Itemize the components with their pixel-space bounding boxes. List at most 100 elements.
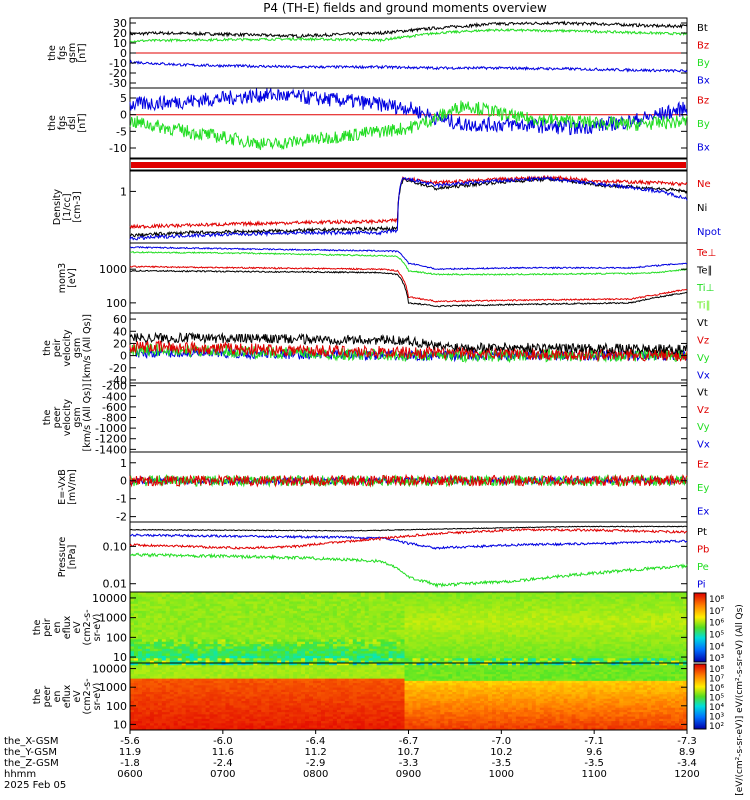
spectrogram-cell xyxy=(141,625,147,628)
spectrogram-cell xyxy=(185,694,191,697)
spectrogram-cell xyxy=(153,692,159,695)
spectrogram-cell xyxy=(245,592,250,595)
spectrogram-cell xyxy=(229,613,234,617)
spectrogram-cell xyxy=(209,644,215,647)
spectrogram-cell xyxy=(579,634,585,638)
spectrogram-cell xyxy=(305,634,310,638)
spectrogram-cell xyxy=(249,608,254,612)
spectrogram-cell xyxy=(137,714,143,718)
spectrogram-cell xyxy=(309,620,314,624)
spectrogram-cell xyxy=(137,627,143,631)
spectrogram-cell xyxy=(165,689,171,693)
y-tick-label: -2 xyxy=(116,511,127,524)
spectrogram-cell xyxy=(671,634,676,638)
spectrogram-cell xyxy=(515,618,521,621)
spectrogram-cell xyxy=(173,680,179,684)
spectrogram-cell xyxy=(316,660,322,664)
spectrogram-cell xyxy=(476,639,481,643)
spectrogram-cell xyxy=(519,636,525,640)
spectrogram-cell xyxy=(456,613,461,617)
spectrogram-cell xyxy=(133,716,139,720)
spectrogram-cell xyxy=(229,620,234,624)
spectrogram-cell xyxy=(523,606,529,610)
spectrogram-cell xyxy=(623,596,628,600)
spectrogram-cell xyxy=(149,663,155,666)
spectrogram-cell xyxy=(145,718,151,722)
spectrogram-cell xyxy=(173,667,179,671)
spectrogram-cell xyxy=(285,632,290,636)
spectrogram-cell xyxy=(133,663,139,666)
spectrogram-cell xyxy=(257,622,262,626)
spectrogram-cell xyxy=(177,615,183,619)
spectrogram-cell xyxy=(332,632,338,636)
spectrogram-cell xyxy=(623,641,628,645)
spectrogram-cell xyxy=(396,620,402,624)
spectrogram-cell xyxy=(615,639,620,643)
spectrogram-cell xyxy=(336,651,342,655)
spectrogram-cell xyxy=(579,610,585,614)
spectrogram-cell xyxy=(408,601,413,605)
spectrogram-cell xyxy=(241,599,246,602)
legend-Bz: Bz xyxy=(697,96,709,107)
spectrogram-cell xyxy=(583,608,589,612)
spectrogram-cell xyxy=(336,606,342,610)
spectrogram-cell xyxy=(277,653,282,657)
spectrogram-cell xyxy=(555,606,561,610)
spectrogram-cell xyxy=(372,596,378,600)
spectrogram-cell xyxy=(130,718,135,722)
spectrogram-cell xyxy=(169,651,175,655)
spectrogram-cell xyxy=(587,648,593,652)
spectrogram-cell xyxy=(340,641,346,645)
spectrogram-cell xyxy=(340,658,346,662)
spectrogram-cell xyxy=(480,639,485,643)
spectrogram-cell xyxy=(197,644,203,647)
spectrogram-cell xyxy=(153,594,159,598)
spectrogram-cell xyxy=(273,651,278,655)
spectrogram-cell xyxy=(412,651,417,655)
spectrogram-cell xyxy=(141,709,147,713)
spectrogram-cell xyxy=(368,596,374,600)
spectrogram-cell xyxy=(404,601,409,605)
spectrogram-cell xyxy=(130,610,135,614)
spectrogram-cell xyxy=(332,651,338,655)
spectrogram-cell xyxy=(133,636,139,640)
spectrogram-cell xyxy=(631,646,636,650)
spectrogram-cell xyxy=(185,707,191,711)
spectrogram-cell xyxy=(611,639,616,643)
spectrogram-cell xyxy=(189,689,195,693)
spectrogram-cell xyxy=(197,674,203,677)
spectrogram-cell xyxy=(496,627,501,631)
spectrogram-cell xyxy=(130,622,135,626)
spectrogram-cell xyxy=(364,641,370,645)
spectrogram-cell xyxy=(181,700,187,704)
spectrogram-cell xyxy=(484,615,489,619)
spectrogram-cell xyxy=(145,683,151,686)
spectrogram-cell xyxy=(213,648,219,652)
spectrogram-cell xyxy=(380,615,386,619)
spectrogram-cell xyxy=(169,694,175,697)
spectrogram-cell xyxy=(193,721,199,724)
spectrogram-cell xyxy=(464,658,469,662)
spectrogram-cell xyxy=(563,596,569,600)
spectrogram-cell xyxy=(611,655,616,659)
spectrogram-cell xyxy=(599,610,604,614)
spectrogram-cell xyxy=(551,648,557,652)
spectrogram-cell xyxy=(484,658,489,662)
spectrogram-cell xyxy=(384,618,390,621)
spectrogram-cell xyxy=(480,610,485,614)
spectrogram-cell xyxy=(531,646,537,650)
spectrogram-cell xyxy=(320,594,326,598)
spectrogram-cell xyxy=(659,629,664,633)
spectrogram-cell xyxy=(511,644,517,647)
spectrogram-cell xyxy=(137,683,143,686)
spectrogram-cell xyxy=(460,610,465,614)
spectrogram-cell xyxy=(511,632,517,636)
spectrogram-cell xyxy=(305,592,310,595)
spectrogram-cell xyxy=(364,592,370,595)
spectrogram-cell xyxy=(225,618,230,621)
spectrogram-cell xyxy=(651,655,656,659)
spectrogram-cell xyxy=(213,639,219,643)
spectrogram-cell xyxy=(535,660,541,664)
spectrogram-cell xyxy=(643,634,648,638)
spectrogram-cell xyxy=(157,648,163,652)
